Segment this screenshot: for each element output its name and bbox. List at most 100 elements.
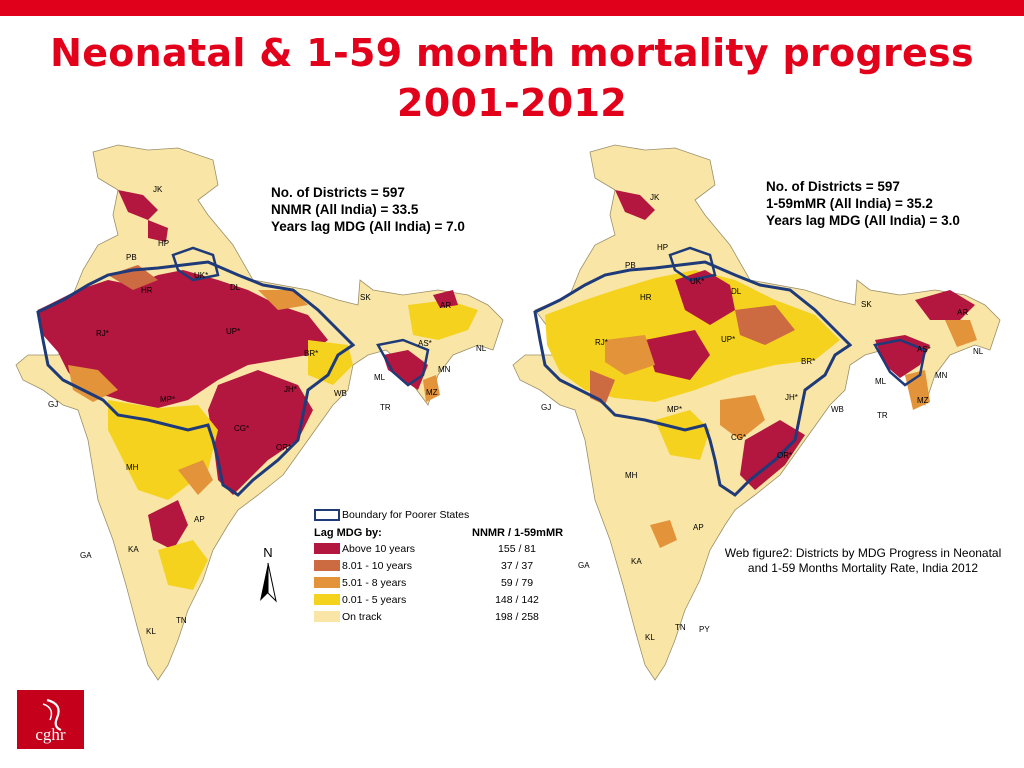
left-state-label: MZ (426, 388, 438, 397)
slide-title: Neonatal & 1-59 month mortality progress… (0, 28, 1024, 128)
top-accent-bar (0, 0, 1024, 16)
right-stat-line: Years lag MDG (All India) = 3.0 (766, 213, 960, 228)
left-state-label: BR* (304, 349, 318, 358)
left-state-label: GJ (48, 400, 58, 409)
left-state-label: JK (153, 185, 163, 194)
logo-mark-icon (42, 698, 62, 732)
legend-item-label: On track (342, 611, 382, 623)
left-state-label: HP (158, 239, 169, 248)
left-state-label: KL (146, 627, 156, 636)
logo-text: cghr (35, 725, 66, 744)
right-stat-line: No. of Districts = 597 (766, 179, 900, 194)
right-state-label: TN (675, 623, 686, 632)
right-state-label: KL (645, 633, 655, 642)
left-map-stats: No. of Districts = 597 NNMR (All India) … (271, 184, 465, 235)
right-state-label: JH* (785, 393, 798, 402)
left-state-label: MN (438, 365, 451, 374)
legend-item-label: 5.01 - 8 years (342, 577, 407, 589)
left-state-label: JH* (284, 385, 297, 394)
right-state-label: MH (625, 471, 638, 480)
right-state-label: MP* (667, 405, 682, 414)
right-poorer-states-boundary (533, 260, 853, 497)
right-state-label: SK (861, 300, 872, 309)
right-state-label: PB (625, 261, 636, 270)
figure-caption: Web figure2: Districts by MDG Progress i… (718, 546, 1008, 576)
right-state-label: UP* (721, 335, 735, 344)
right-state-label: JK (650, 193, 660, 202)
right-state-label: WB (831, 405, 844, 414)
legend-swatch (314, 543, 340, 554)
left-state-label: SK (360, 293, 371, 302)
left-stat-line: No. of Districts = 597 (271, 185, 405, 200)
north-arrow-icon: N (260, 545, 277, 603)
cghr-logo: cghr (17, 690, 84, 749)
legend-item-value: 198 / 258 (495, 611, 539, 623)
right-state-label: MN (935, 371, 948, 380)
legend-item-value: 155 / 81 (498, 543, 536, 555)
left-state-label: NL (476, 344, 487, 353)
left-state-label: CG* (234, 424, 249, 433)
legend-header-right: NNMR / 1-59mMR (472, 527, 564, 539)
right-state-label: GJ (541, 403, 551, 412)
right-state-label: AS* (917, 345, 931, 354)
right-state-label: PY (699, 625, 710, 634)
legend-item-value: 37 / 37 (500, 560, 534, 572)
legend-item-value: 148 / 142 (495, 594, 539, 606)
left-stat-line: Years lag MDG (All India) = 7.0 (271, 219, 465, 234)
right-state-label: NL (973, 347, 984, 356)
right-state-label: MZ (917, 396, 929, 405)
title-line-1: Neonatal & 1-59 month mortality progress (50, 31, 974, 75)
right-map-stats: No. of Districts = 597 1-59mMR (All Indi… (766, 178, 960, 229)
right-state-label: OR* (777, 451, 792, 460)
right-state-label: BR* (801, 357, 815, 366)
left-state-label: AS* (418, 339, 432, 348)
right-state-labels: JK HP PB UK* HR DL RJ* UP* SK AR AS* NL … (541, 193, 984, 642)
left-stat-line: NNMR (All India) = 33.5 (271, 202, 419, 217)
right-state-label: AP (693, 523, 704, 532)
legend-item-label: 0.01 - 5 years (342, 594, 407, 606)
legend-header-left: Lag MDG by: (314, 527, 382, 539)
left-state-label: TN (176, 616, 187, 625)
right-india-map: JK HP PB UK* HR DL RJ* UP* SK AR AS* NL … (512, 144, 1001, 681)
right-state-label: HP (657, 243, 668, 252)
north-label: N (263, 545, 272, 560)
map-legend: Boundary for Poorer States Lag MDG by: N… (312, 508, 602, 630)
left-state-label: UP* (226, 327, 240, 336)
left-state-label: PB (126, 253, 137, 262)
legend-item-label: 8.01 - 10 years (342, 560, 413, 572)
left-state-label: ML (374, 373, 386, 382)
left-state-label: DL (230, 283, 241, 292)
boundary-swatch (314, 509, 340, 521)
caption-line-1: Web figure2: Districts by MDG Progress i… (724, 546, 1002, 560)
legend-swatch (314, 560, 340, 571)
left-state-label: MH (126, 463, 139, 472)
legend-swatch (314, 577, 340, 588)
left-state-label: AP (194, 515, 205, 524)
right-state-label: HR (640, 293, 652, 302)
right-state-label: RJ* (595, 338, 608, 347)
left-state-label: KA (128, 545, 139, 554)
legend-swatch (314, 594, 340, 605)
left-district-colors (38, 190, 478, 590)
legend-swatch (314, 611, 340, 622)
left-state-label: WB (334, 389, 347, 398)
left-poorer-states-boundary (36, 260, 356, 497)
left-state-label: GA (80, 551, 92, 560)
left-state-label: AR (440, 301, 451, 310)
title-line-2: 2001-2012 (397, 81, 627, 125)
left-state-label: MP* (160, 395, 175, 404)
right-state-label: AR (957, 308, 968, 317)
right-state-label: ML (875, 377, 887, 386)
left-india-map: JK HP PB UK* HR DL RJ* UP* SK AR AS* NL … (15, 144, 504, 681)
caption-line-2: and 1-59 Months Mortality Rate, India 20… (747, 561, 979, 575)
legend-item-label: Above 10 years (342, 543, 415, 555)
left-state-label: TR (380, 403, 391, 412)
right-state-label: CG* (731, 433, 746, 442)
right-state-label: DL (731, 287, 742, 296)
left-state-label: UK* (194, 271, 208, 280)
left-state-label: RJ* (96, 329, 109, 338)
right-stat-line: 1-59mMR (All India) = 35.2 (766, 196, 933, 211)
legend-boundary-label: Boundary for Poorer States (342, 509, 470, 521)
right-state-label: UK* (690, 277, 704, 286)
right-district-colors (545, 190, 977, 548)
